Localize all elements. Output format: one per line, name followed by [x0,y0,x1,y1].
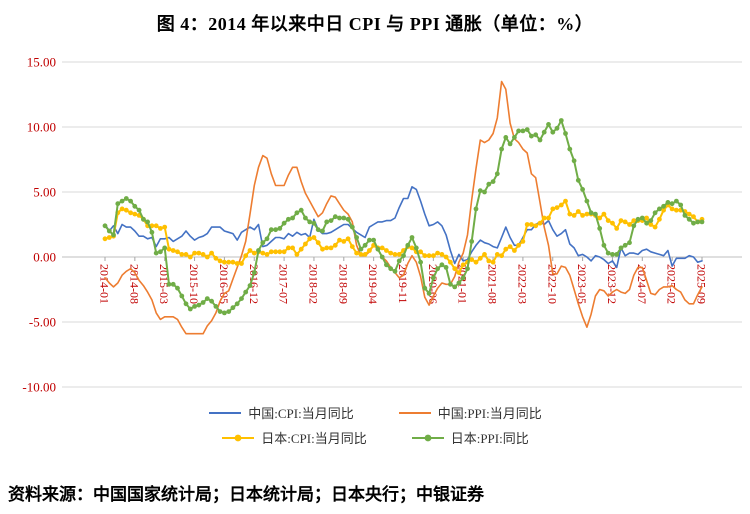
svg-text:2016-05: 2016-05 [217,264,231,304]
legend-item-japan-cpi: 日本:CPI:当月同比 [221,428,367,447]
svg-text:10.00: 10.00 [27,120,56,135]
svg-text:5.00: 5.00 [33,185,56,200]
svg-text:-5.00: -5.00 [29,315,56,330]
svg-text:2025-02: 2025-02 [665,264,679,304]
svg-text:2017-07: 2017-07 [277,264,291,304]
japan-cpi-line-icon [221,432,255,444]
svg-text:0.00: 0.00 [33,250,56,265]
svg-text:2023-12: 2023-12 [605,264,619,304]
svg-text:2018-09: 2018-09 [336,264,350,304]
legend-item-china-ppi: 中国:PPI:当月同比 [398,403,542,422]
svg-text:2016-12: 2016-12 [247,264,261,304]
china-ppi-line-icon [398,407,432,419]
chart-title: 图 4：2014 年以来中日 CPI 与 PPI 通胀（单位：%） [156,14,594,34]
svg-text:-10.00: -10.00 [22,380,56,395]
svg-text:2014-08: 2014-08 [127,264,141,304]
legend-label: 中国:PPI:当月同比 [437,406,542,421]
legend-row-2: 日本:CPI:当月同比 日本:PPI:同比 [221,428,529,447]
svg-text:2014-01: 2014-01 [98,264,112,304]
chart-canvas: 15.00 10.00 5.00 0.00 -5.00 -10.00 2014-01 2014… [22,55,742,395]
svg-text:2021-08: 2021-08 [486,264,500,304]
svg-text:2019-04: 2019-04 [366,264,380,304]
legend-label: 日本:CPI:当月同比 [261,431,367,446]
plot-area: 15.00 10.00 5.00 0.00 -5.00 -10.00 2014-01 2014… [0,45,750,397]
svg-text:15.00: 15.00 [27,55,56,70]
legend-row-1: 中国:CPI:当月同比 中国:PPI:当月同比 [208,403,542,422]
legend-label: 日本:PPI:同比 [450,431,529,446]
source-note: 资料来源：中国国家统计局；日本统计局；日本央行；中银证券 [8,485,484,504]
svg-text:2019-11: 2019-11 [396,264,410,304]
legend-item-china-cpi: 中国:CPI:当月同比 [208,403,354,422]
svg-text:2022-03: 2022-03 [515,264,529,304]
legend-item-japan-ppi: 日本:PPI:同比 [411,428,529,447]
legend-label: 中国:CPI:当月同比 [248,406,354,421]
china-cpi-line-icon [208,407,242,419]
japan-ppi-line-icon [411,432,445,444]
svg-text:2015-10: 2015-10 [187,264,201,304]
svg-text:2023-05: 2023-05 [575,264,589,304]
chart-legend: 中国:CPI:当月同比 中国:PPI:当月同比 日本:CPI:当月同比 日本:P… [0,403,750,447]
svg-text:2018-02: 2018-02 [306,264,320,304]
